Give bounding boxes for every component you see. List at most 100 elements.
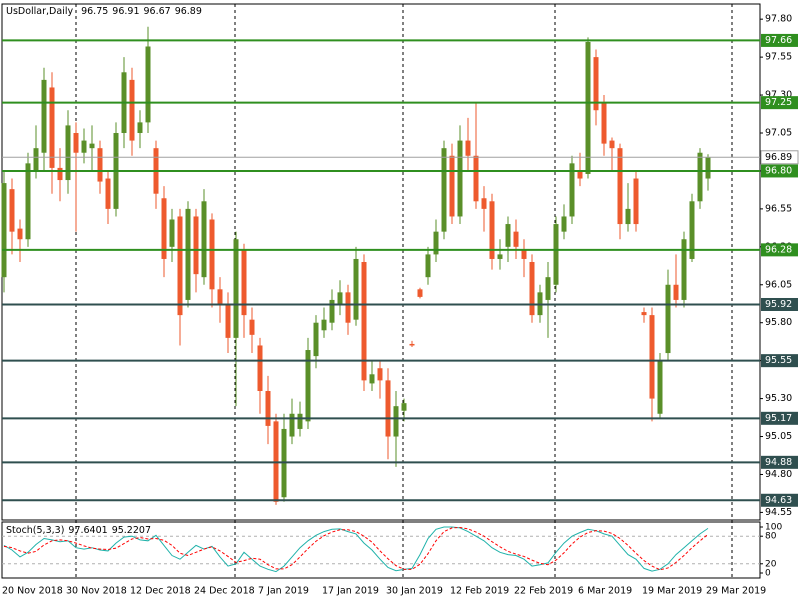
stoch-frame bbox=[1, 521, 761, 579]
candle-body bbox=[209, 219, 215, 290]
candle-body bbox=[665, 284, 671, 354]
candle-body bbox=[577, 170, 583, 179]
candle-body bbox=[361, 262, 367, 381]
stoch-title: Stoch(5,3,3) bbox=[6, 525, 64, 536]
candle-body bbox=[633, 178, 639, 225]
candle-body bbox=[161, 198, 167, 259]
candle-body bbox=[393, 406, 399, 437]
candle-body bbox=[641, 312, 647, 316]
candle-body bbox=[225, 304, 231, 338]
candle-body bbox=[457, 140, 463, 217]
candle-body bbox=[321, 319, 327, 331]
candle-body bbox=[513, 231, 519, 247]
y-tick-label: 95.80 bbox=[765, 317, 792, 328]
candle-body bbox=[185, 208, 191, 300]
candle-body bbox=[145, 46, 151, 123]
candle-body bbox=[297, 413, 303, 429]
candle-body bbox=[569, 163, 575, 217]
candle-body bbox=[369, 374, 375, 384]
stoch-line bbox=[3, 526, 709, 571]
candle-body bbox=[65, 125, 71, 181]
level-label: 96.28 bbox=[765, 244, 792, 255]
y-tick-label: 97.05 bbox=[765, 128, 792, 139]
y-tick-label: 97.30 bbox=[765, 90, 792, 101]
level-label: 95.55 bbox=[765, 355, 792, 366]
candle-body bbox=[233, 239, 239, 338]
x-tick-label: 6 Mar 2019 bbox=[578, 586, 632, 597]
main-frame bbox=[1, 3, 761, 521]
y-tick-label: 95.30 bbox=[765, 393, 792, 404]
candle-body bbox=[17, 228, 23, 240]
candle-body bbox=[609, 140, 615, 149]
x-tick-label: 22 Feb 2019 bbox=[514, 586, 573, 597]
candle-body bbox=[401, 403, 407, 411]
candle-body bbox=[289, 413, 295, 437]
candle-body bbox=[657, 360, 663, 414]
candle-body bbox=[409, 343, 415, 346]
y-tick-label: 94.55 bbox=[765, 507, 792, 518]
x-tick-label: 24 Dec 2018 bbox=[194, 586, 255, 597]
candle-body bbox=[617, 148, 623, 225]
candle-body bbox=[137, 122, 143, 133]
candle-body bbox=[529, 262, 535, 316]
x-tick-label: 30 Jan 2019 bbox=[386, 586, 443, 597]
level-label: 97.66 bbox=[765, 35, 792, 46]
y-tick-label: 97.55 bbox=[765, 52, 792, 63]
candle-body bbox=[25, 163, 31, 240]
candle-body bbox=[417, 289, 423, 297]
candle-body bbox=[217, 289, 223, 305]
candle-body bbox=[129, 79, 135, 141]
candle-body bbox=[305, 350, 311, 422]
candle-body bbox=[433, 231, 439, 255]
level-label: 94.63 bbox=[765, 495, 792, 506]
y-tick-label: 94.80 bbox=[765, 469, 792, 480]
candle-body bbox=[473, 155, 479, 202]
candle-body bbox=[377, 368, 383, 381]
candle-body bbox=[593, 57, 599, 111]
level-label: 95.92 bbox=[765, 299, 792, 310]
candle-body bbox=[33, 148, 39, 171]
candle-body bbox=[601, 102, 607, 144]
candle-body bbox=[89, 143, 95, 149]
candle-body bbox=[313, 322, 319, 357]
stoch-tick-label: 20 bbox=[765, 559, 777, 569]
candle-body bbox=[193, 216, 199, 275]
level-label-box bbox=[761, 243, 798, 257]
x-tick-label: 12 Dec 2018 bbox=[130, 586, 191, 597]
level-label-box bbox=[761, 354, 798, 368]
candle-body bbox=[465, 140, 471, 156]
chart-header: UsDollar,Daily 96.75 96.91 96.67 96.89 bbox=[6, 6, 202, 17]
stoch-tick-label: 100 bbox=[765, 523, 782, 533]
candle-body bbox=[497, 254, 503, 259]
candle-body bbox=[345, 292, 351, 323]
x-tick-label: 17 Jan 2019 bbox=[322, 586, 379, 597]
candle-body bbox=[41, 79, 47, 153]
level-label-box bbox=[761, 297, 798, 311]
candle-body bbox=[241, 249, 247, 316]
stoch-line bbox=[3, 526, 709, 573]
level-label-box bbox=[761, 96, 798, 110]
x-tick-label: 19 Mar 2019 bbox=[642, 586, 702, 597]
open-value: 96.75 bbox=[81, 6, 108, 17]
x-tick-label: 29 Mar 2019 bbox=[706, 586, 766, 597]
level-label-box bbox=[761, 493, 798, 507]
candle-body bbox=[697, 152, 703, 202]
candle-body bbox=[1, 183, 7, 278]
stoch-tick-label: 80 bbox=[765, 532, 777, 542]
candle-body bbox=[337, 292, 343, 305]
candle-body bbox=[649, 315, 655, 399]
level-label: 96.80 bbox=[765, 165, 792, 176]
candle-body bbox=[9, 189, 15, 232]
candle-body bbox=[57, 167, 63, 181]
candle-body bbox=[105, 178, 111, 209]
y-tick-label: 96.55 bbox=[765, 203, 792, 214]
level-label-box bbox=[761, 455, 798, 469]
y-tick-label: 95.05 bbox=[765, 431, 792, 442]
candle-body bbox=[625, 208, 631, 225]
level-label: 94.88 bbox=[765, 457, 792, 468]
level-label-box bbox=[761, 411, 798, 425]
high-value: 96.91 bbox=[112, 6, 139, 17]
stoch-main-value: 97.6401 bbox=[68, 525, 107, 536]
